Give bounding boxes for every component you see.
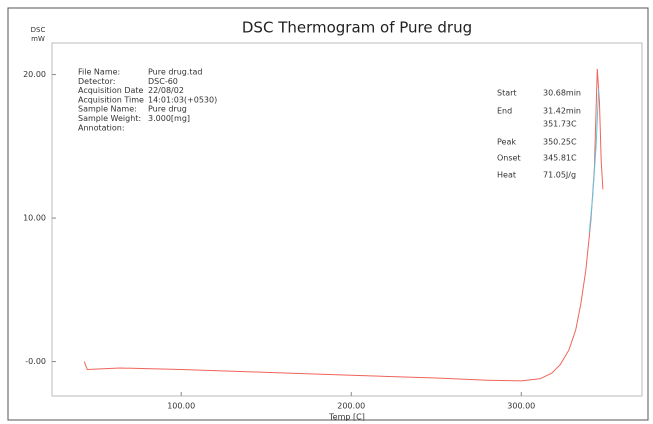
info-label: Start <box>497 89 517 98</box>
info-label: Onset <box>497 154 521 163</box>
data-line <box>83 68 604 382</box>
info-value: 14:01:03(+0530) <box>148 95 217 104</box>
info-value: 351.73C <box>543 120 577 129</box>
info-label: Sample Weight: <box>78 114 141 123</box>
x-tick-label: 200.00 <box>337 402 365 411</box>
info-label: Heat <box>497 171 516 180</box>
info-value: 31.42min <box>543 107 581 116</box>
x-tick-label: 300.00 <box>507 402 535 411</box>
y-axis-label: DSC <box>31 26 46 34</box>
info-label: File Name: <box>78 68 120 77</box>
y-tick-label: 10.00 <box>23 214 46 223</box>
info-value: 3.000[mg] <box>148 114 190 123</box>
info-label: Peak <box>497 138 516 147</box>
x-tick-label: 100.00 <box>167 402 195 411</box>
info-value: 345.81C <box>543 154 577 163</box>
y-tick-label: -0.00 <box>25 357 46 366</box>
x-axis-label: Temp [C] <box>328 413 365 422</box>
info-value: 71.05J/g <box>543 171 576 180</box>
info-label: Acquisition Time <box>78 95 144 104</box>
info-label: Detector: <box>78 77 115 86</box>
info-label: End <box>497 107 512 116</box>
info-label: Acquisition Date <box>78 86 144 95</box>
chart-title: DSC Thermogram of Pure drug <box>242 19 472 37</box>
info-value: 30.68min <box>543 89 581 98</box>
y-tick-label: 20.00 <box>23 70 46 79</box>
data-line <box>588 88 600 233</box>
outer-frame <box>7 7 649 421</box>
info-value: DSC-60 <box>148 77 178 86</box>
info-value: 350.25C <box>543 138 577 147</box>
info-label: Sample Name: <box>78 105 137 114</box>
info-value: Pure drug <box>148 105 187 114</box>
plot-frame <box>51 42 643 397</box>
info-value: 22/08/02 <box>148 86 184 95</box>
info-value: Pure drug.tad <box>148 68 203 77</box>
info-label: Annotation: <box>78 123 125 132</box>
y-axis-unit: mW <box>31 35 45 43</box>
